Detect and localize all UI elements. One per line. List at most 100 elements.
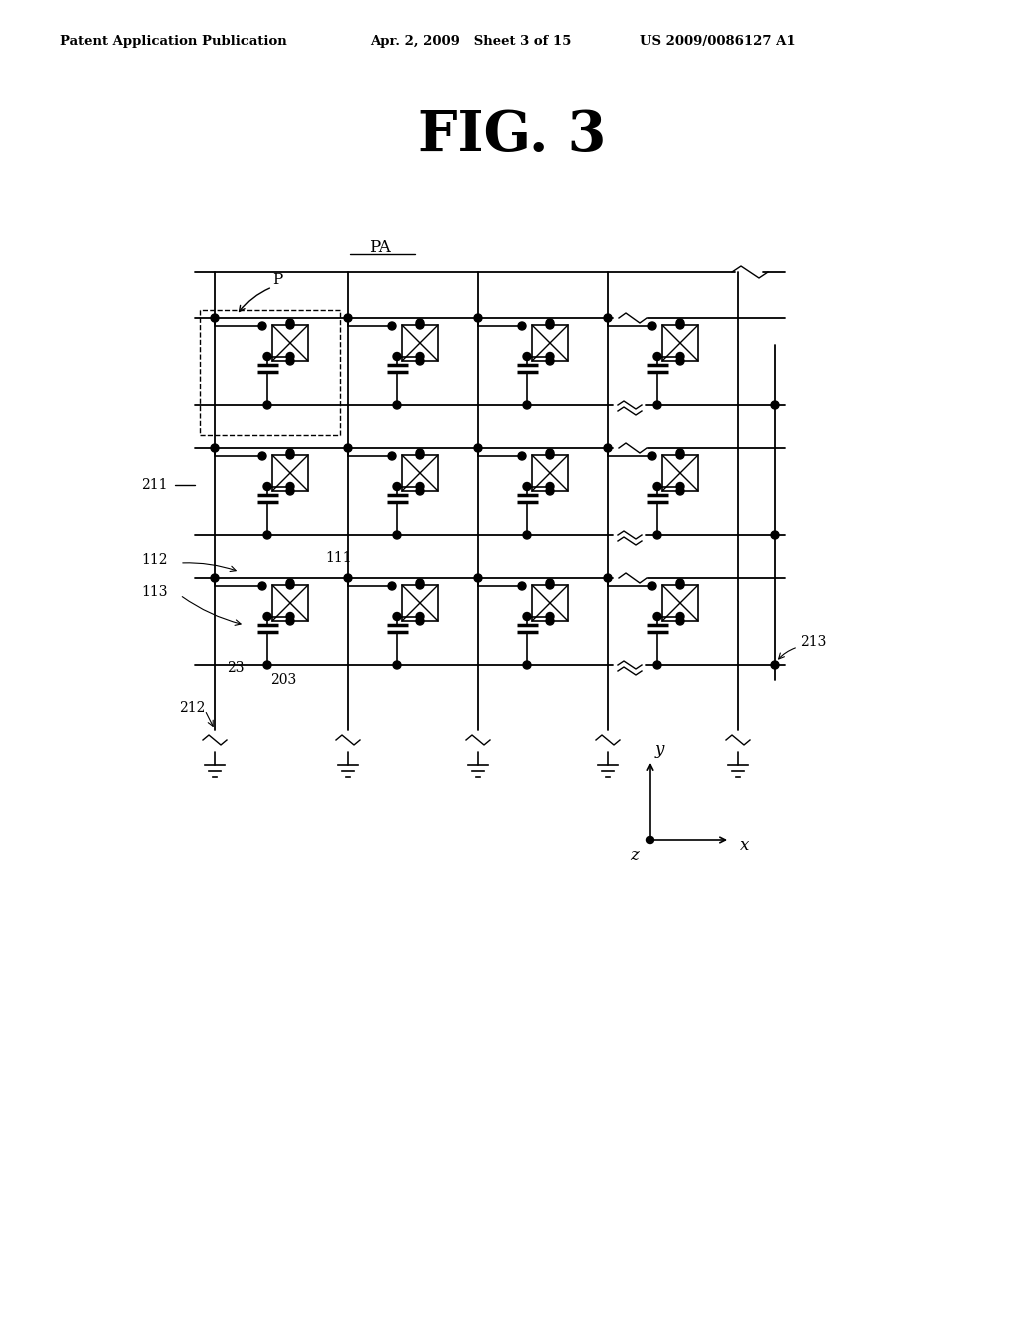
Circle shape [518,582,526,590]
Text: 111: 111 [325,550,351,565]
Circle shape [676,581,684,589]
Text: 212: 212 [178,701,205,715]
Circle shape [546,616,554,624]
Circle shape [263,661,271,669]
Circle shape [416,352,424,360]
Circle shape [344,314,352,322]
Circle shape [263,352,271,360]
Circle shape [416,451,424,459]
Circle shape [676,352,684,360]
Circle shape [211,444,219,451]
Bar [532,455,568,491]
Text: y: y [655,742,665,759]
Bar [662,455,698,491]
Text: x: x [740,837,750,854]
Circle shape [771,531,779,539]
Circle shape [523,401,531,409]
Circle shape [676,321,684,329]
Circle shape [286,616,294,624]
Circle shape [416,449,424,457]
Circle shape [523,612,531,620]
Circle shape [523,661,531,669]
Bar [272,585,308,620]
Circle shape [416,483,424,491]
Circle shape [416,581,424,589]
Circle shape [648,322,656,330]
Circle shape [523,352,531,360]
Circle shape [676,616,684,624]
Circle shape [263,612,271,620]
Circle shape [286,487,294,495]
Circle shape [676,319,684,327]
Circle shape [388,582,396,590]
Circle shape [416,616,424,624]
Circle shape [286,483,294,491]
Bar [272,455,308,491]
Text: Apr. 2, 2009   Sheet 3 of 15: Apr. 2, 2009 Sheet 3 of 15 [370,36,571,49]
Circle shape [604,574,612,582]
Circle shape [388,451,396,459]
Circle shape [546,581,554,589]
Circle shape [416,487,424,495]
Text: Patent Application Publication: Patent Application Publication [60,36,287,49]
Circle shape [676,612,684,620]
Circle shape [416,319,424,327]
Circle shape [474,444,482,451]
Circle shape [653,483,662,491]
Circle shape [263,401,271,409]
Circle shape [653,352,662,360]
Text: PA: PA [369,239,391,256]
Circle shape [286,352,294,360]
Text: 112: 112 [141,553,168,568]
Circle shape [474,314,482,322]
Circle shape [344,444,352,451]
Circle shape [258,322,266,330]
Bar [532,585,568,620]
Bar [402,325,438,360]
Circle shape [388,322,396,330]
Bar [662,325,698,360]
Circle shape [546,356,554,366]
Text: z: z [631,846,639,863]
Circle shape [344,574,352,582]
Circle shape [546,321,554,329]
Bar [532,325,568,360]
Circle shape [263,531,271,539]
Circle shape [416,579,424,587]
Circle shape [416,612,424,620]
Circle shape [771,401,779,409]
Circle shape [393,612,401,620]
Circle shape [393,483,401,491]
Circle shape [546,612,554,620]
Circle shape [646,837,653,843]
Circle shape [546,449,554,457]
Text: 211: 211 [141,478,168,492]
Circle shape [653,661,662,669]
Circle shape [416,356,424,366]
Circle shape [416,321,424,329]
Text: 23: 23 [227,661,245,675]
Bar [272,325,308,360]
Circle shape [653,531,662,539]
Circle shape [676,483,684,491]
Text: US 2009/0086127 A1: US 2009/0086127 A1 [640,36,796,49]
Bar [402,455,438,491]
Bar [402,585,438,620]
Circle shape [648,451,656,459]
Circle shape [286,449,294,457]
Circle shape [286,356,294,366]
Circle shape [771,661,779,669]
Text: 203: 203 [270,673,296,686]
Circle shape [286,319,294,327]
Circle shape [648,582,656,590]
Circle shape [393,352,401,360]
Text: FIG. 3: FIG. 3 [418,107,606,162]
Circle shape [393,661,401,669]
Bar [200,310,340,436]
Circle shape [286,612,294,620]
Circle shape [518,451,526,459]
Text: 213: 213 [800,635,826,649]
Circle shape [474,574,482,582]
Circle shape [286,579,294,587]
Circle shape [676,449,684,457]
